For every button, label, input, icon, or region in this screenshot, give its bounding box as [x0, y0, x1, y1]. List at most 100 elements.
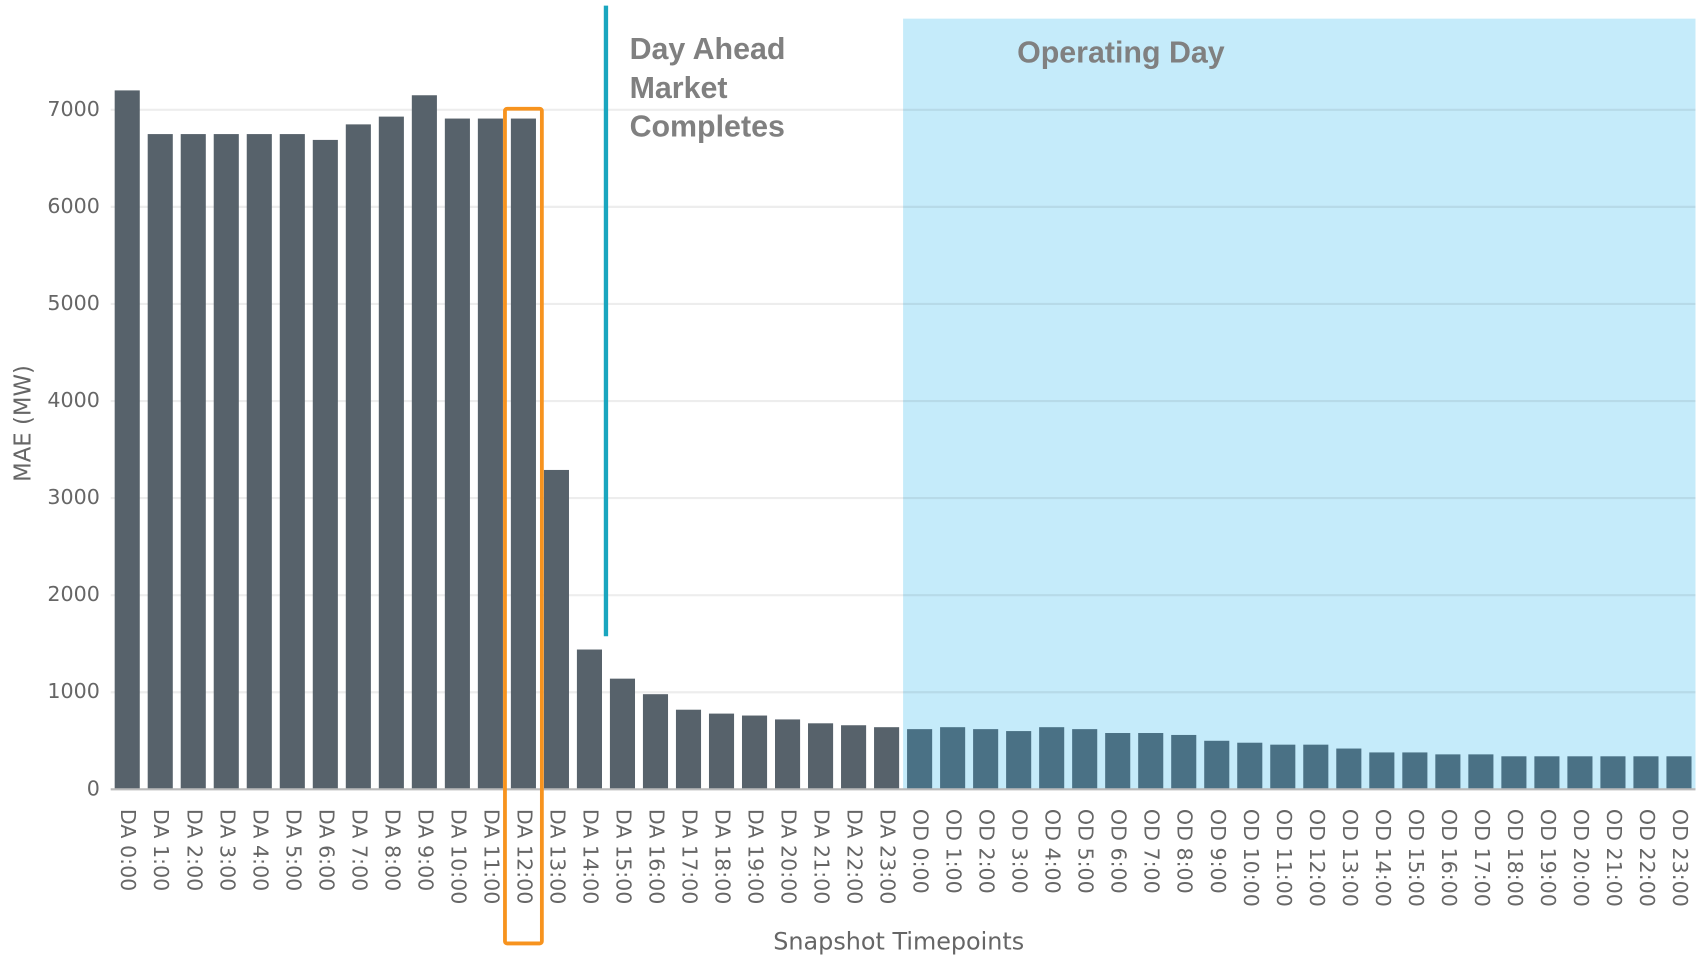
x-tick-label: DA 10:00 — [446, 809, 470, 905]
x-tick-label: OD 23:00 — [1668, 809, 1692, 907]
x-tick-label: DA 15:00 — [611, 809, 635, 905]
x-tick-label: OD 5:00 — [1074, 809, 1098, 894]
y-tick-label: 4000 — [47, 388, 99, 412]
x-tick-label: DA 5:00 — [281, 809, 305, 891]
bar — [774, 719, 801, 790]
bar — [378, 116, 404, 790]
bar — [1666, 756, 1692, 790]
bar — [1369, 752, 1395, 790]
x-tick-label: OD 4:00 — [1041, 809, 1065, 894]
bar — [907, 729, 933, 790]
bar — [675, 709, 702, 790]
bar — [1138, 733, 1164, 790]
bar — [444, 118, 470, 790]
x-tick-label: OD 12:00 — [1305, 809, 1329, 907]
y-axis-title: MAE (MW) — [10, 365, 36, 482]
x-tick-label: DA 2:00 — [182, 809, 206, 891]
bar — [543, 469, 569, 790]
x-tick-label: DA 8:00 — [380, 809, 404, 891]
x-tick-label: DA 13:00 — [545, 809, 569, 905]
y-tick-label: 0 — [87, 776, 100, 800]
bar — [510, 118, 536, 790]
x-tick-label: OD 1:00 — [942, 809, 966, 894]
bar — [345, 124, 371, 790]
bar — [1039, 727, 1065, 790]
y-tick-label: 1000 — [47, 679, 99, 703]
bar — [1567, 756, 1593, 790]
annotation-text: Market — [630, 71, 728, 105]
bar — [1633, 756, 1659, 790]
x-tick-label: OD 16:00 — [1437, 809, 1461, 907]
bar — [180, 134, 206, 790]
x-tick-label: OD 10:00 — [1239, 809, 1263, 907]
bar — [1534, 756, 1560, 790]
bar — [246, 134, 272, 790]
bar — [874, 727, 900, 790]
bar — [973, 729, 999, 790]
region-label: Operating Day — [1017, 35, 1225, 69]
bar — [642, 694, 669, 790]
bar — [1204, 740, 1230, 790]
bar — [1303, 744, 1329, 790]
x-tick-label: OD 11:00 — [1272, 809, 1296, 907]
x-tick-label: OD 6:00 — [1107, 809, 1131, 894]
x-tick-label: OD 15:00 — [1404, 809, 1428, 907]
bar — [1072, 729, 1098, 790]
bar — [609, 678, 636, 790]
x-tick-label: OD 0:00 — [909, 809, 933, 894]
x-tick-label: DA 12:00 — [512, 809, 536, 905]
bar — [147, 134, 173, 790]
bar — [708, 713, 735, 790]
x-tick-label: OD 17:00 — [1470, 809, 1494, 907]
annotation-text: Completes — [630, 109, 785, 143]
x-tick-label: DA 0:00 — [116, 809, 140, 891]
bar — [741, 715, 768, 790]
x-tick-label: DA 18:00 — [711, 809, 735, 905]
bar — [1501, 756, 1527, 790]
x-tick-label: DA 23:00 — [876, 809, 900, 905]
y-tick-label: 7000 — [47, 97, 99, 121]
x-tick-label: DA 19:00 — [744, 809, 768, 905]
bar — [576, 649, 602, 790]
y-tick-label: 3000 — [47, 485, 99, 509]
x-tick-label: OD 22:00 — [1635, 809, 1659, 907]
bar — [279, 134, 305, 790]
x-tick-label: DA 6:00 — [314, 809, 338, 891]
x-tick-label: DA 7:00 — [347, 809, 371, 891]
bar — [213, 134, 239, 790]
x-tick-label: OD 14:00 — [1371, 809, 1395, 907]
x-tick-label: DA 14:00 — [578, 809, 602, 905]
x-tick-label: OD 9:00 — [1206, 809, 1230, 894]
bar — [1105, 733, 1131, 790]
y-tick-label: 5000 — [47, 291, 99, 315]
bar — [411, 95, 437, 790]
x-tick-label: OD 20:00 — [1569, 809, 1593, 907]
bar — [1600, 756, 1626, 790]
bar — [114, 90, 140, 790]
bar — [841, 725, 867, 790]
x-tick-label: DA 1:00 — [149, 809, 173, 891]
x-tick-label: OD 8:00 — [1173, 809, 1197, 894]
bar — [1336, 748, 1362, 790]
x-tick-label: DA 11:00 — [479, 809, 503, 905]
x-tick-label: DA 17:00 — [677, 809, 701, 905]
bar — [1171, 734, 1197, 790]
x-tick-label: DA 20:00 — [777, 809, 801, 905]
shaded-region — [903, 18, 1696, 790]
x-tick-label: OD 2:00 — [975, 809, 999, 894]
x-tick-label: DA 4:00 — [248, 809, 272, 891]
x-tick-label: DA 9:00 — [413, 809, 437, 891]
x-tick-label: OD 19:00 — [1536, 809, 1560, 907]
bar — [1402, 752, 1428, 790]
bar — [1270, 744, 1296, 790]
x-tick-label: DA 16:00 — [644, 809, 668, 905]
x-tick-label: DA 3:00 — [215, 809, 239, 891]
highlight-box — [503, 106, 544, 946]
x-axis-title: Snapshot Timepoints — [773, 927, 1024, 955]
x-tick-label: OD 21:00 — [1602, 809, 1626, 907]
bar — [940, 727, 966, 790]
y-tick-label: 2000 — [47, 582, 99, 606]
y-tick-label: 6000 — [47, 194, 99, 218]
x-tick-label: DA 21:00 — [810, 809, 834, 905]
